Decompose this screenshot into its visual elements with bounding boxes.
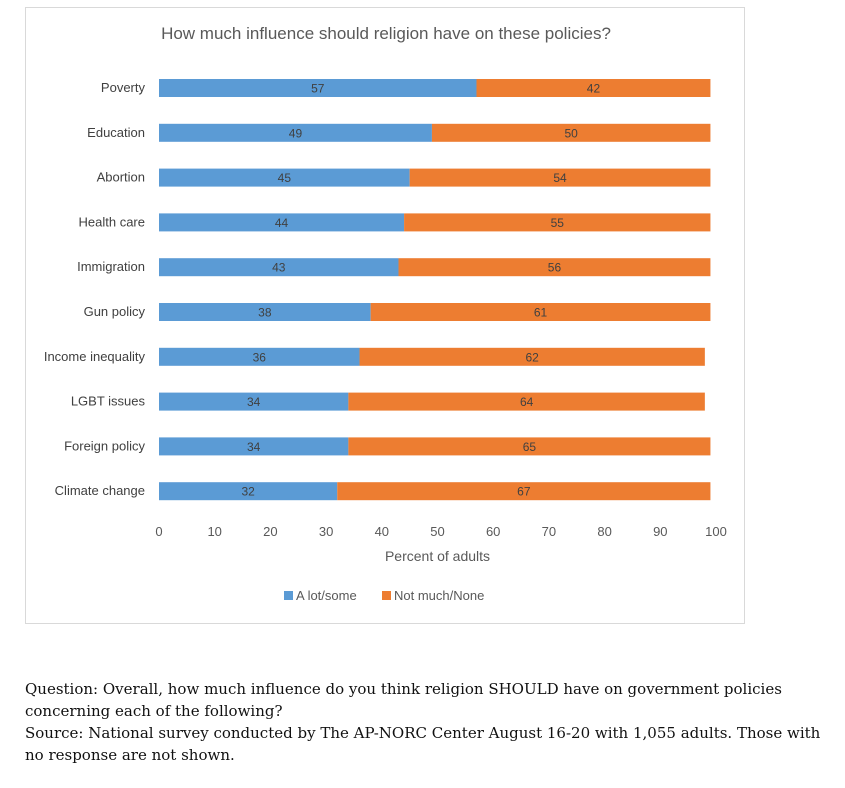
- bar-segment-not-much-none: [359, 347, 705, 366]
- chart-frame: How much influence should religion have …: [25, 7, 745, 624]
- data-label: 38: [258, 306, 272, 320]
- data-label: 57: [311, 82, 325, 96]
- bar-segment-a-lot-some: [159, 482, 338, 501]
- question-note: Question: Overall, how much influence do…: [25, 680, 782, 720]
- category-label: LGBT issues: [71, 394, 146, 409]
- data-label: 62: [526, 350, 540, 364]
- data-label: 50: [565, 126, 579, 140]
- x-tick-label: 30: [319, 524, 333, 539]
- category-label: Abortion: [97, 170, 145, 185]
- data-label: 56: [548, 261, 562, 275]
- category-label: Income inequality: [44, 349, 146, 364]
- bar-segment-not-much-none: [404, 213, 711, 232]
- x-tick-label: 10: [207, 524, 221, 539]
- data-label: 54: [553, 171, 567, 185]
- data-label: 44: [275, 216, 289, 230]
- category-label: Education: [87, 125, 145, 140]
- data-label: 61: [534, 306, 548, 320]
- bar-segment-a-lot-some: [159, 303, 371, 321]
- bar-segment-a-lot-some: [159, 168, 410, 187]
- legend-label-a-lot-some: A lot/some: [296, 588, 357, 603]
- data-label: 49: [289, 126, 303, 140]
- bar-segment-not-much-none: [398, 258, 711, 277]
- data-label: 43: [272, 261, 286, 275]
- bar-segment-a-lot-some: [159, 123, 432, 142]
- bar-segment-a-lot-some: [159, 437, 349, 456]
- stacked-bar-chart: Poverty 57 42 Education 49 50 Abortion 45 54 Heal…: [44, 79, 727, 603]
- x-axis-title: Percent of adults: [385, 548, 490, 564]
- bar-segment-a-lot-some: [159, 392, 349, 411]
- category-label: Foreign policy: [64, 438, 145, 453]
- legend-label-not-much-none: Not much/None: [394, 588, 484, 603]
- x-tick-label: 80: [597, 524, 611, 539]
- x-tick-label: 70: [542, 524, 556, 539]
- x-tick-label: 0: [155, 524, 162, 539]
- category-label: Climate change: [55, 483, 145, 498]
- bar-segment-a-lot-some: [159, 213, 405, 232]
- data-label: 36: [253, 350, 267, 364]
- footnotes: Question: Overall, how much influence do…: [25, 678, 825, 766]
- source-note: Source: National survey conducted by The…: [25, 724, 821, 764]
- category-label: Immigration: [77, 259, 145, 274]
- x-tick-label: 50: [430, 524, 444, 539]
- data-label: 45: [278, 171, 292, 185]
- data-label: 55: [551, 216, 565, 230]
- legend-swatch-a-lot-some: [284, 591, 293, 600]
- data-label: 34: [247, 440, 261, 454]
- data-label: 67: [517, 485, 531, 499]
- bar-segment-a-lot-some: [159, 347, 360, 366]
- bar-segment-a-lot-some: [159, 258, 399, 277]
- category-label: Health care: [79, 214, 145, 229]
- chart-title: How much influence should religion have …: [161, 24, 611, 43]
- data-label: 64: [520, 395, 534, 409]
- bar-segment-not-much-none: [370, 303, 711, 321]
- bar-segment-not-much-none: [431, 123, 711, 142]
- bar-segment-not-much-none: [409, 168, 711, 187]
- bar-segment-not-much-none: [348, 437, 711, 456]
- bar-segment-not-much-none: [476, 79, 711, 97]
- data-label: 42: [587, 82, 601, 96]
- x-tick-label: 60: [486, 524, 500, 539]
- legend-swatch-not-much-none: [382, 591, 391, 600]
- data-label: 65: [523, 440, 537, 454]
- bar-segment-a-lot-some: [159, 79, 477, 97]
- data-label: 32: [241, 485, 255, 499]
- bar-segment-not-much-none: [337, 482, 711, 501]
- category-label: Poverty: [101, 80, 146, 95]
- x-tick-label: 90: [653, 524, 667, 539]
- x-tick-label: 20: [263, 524, 277, 539]
- data-label: 34: [247, 395, 261, 409]
- category-label: Gun policy: [84, 304, 146, 319]
- x-tick-label: 100: [705, 524, 727, 539]
- bar-segment-not-much-none: [348, 392, 705, 411]
- x-tick-label: 40: [375, 524, 389, 539]
